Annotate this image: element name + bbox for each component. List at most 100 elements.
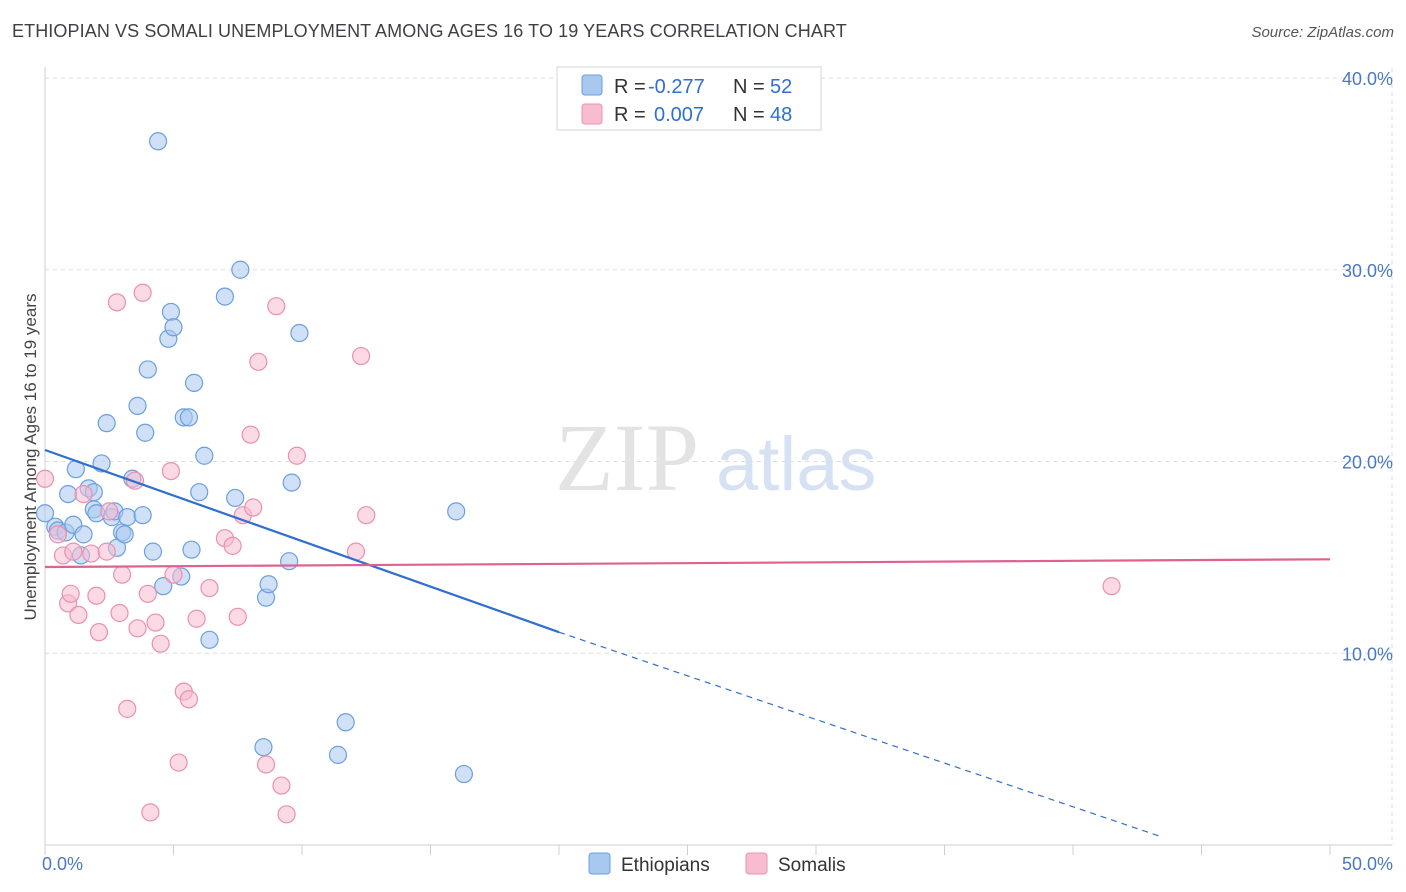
somali-point xyxy=(64,542,83,561)
y-tick-label: 30.0% xyxy=(1342,261,1393,281)
somali-point xyxy=(267,297,286,316)
somali-point xyxy=(48,525,67,544)
grid-lines xyxy=(45,68,1393,845)
ethiopian-point xyxy=(195,446,214,465)
data-points xyxy=(35,132,1121,824)
bottom-legend: Ethiopians Somalis xyxy=(588,852,846,876)
ethiopian-point xyxy=(133,506,152,525)
somali-point xyxy=(110,603,129,623)
somali-point xyxy=(133,283,152,302)
bottom-legend-swatch-somalis xyxy=(745,852,768,875)
ethiopian-point xyxy=(254,738,273,757)
somali-point xyxy=(244,498,263,517)
x-tick-label: 50.0% xyxy=(1342,854,1393,874)
ethiopian-point xyxy=(290,323,309,343)
somali-point xyxy=(241,425,260,444)
ethiopian-point xyxy=(118,508,137,527)
ethiopian-point xyxy=(182,540,201,559)
legend-r-label: R = xyxy=(614,104,646,126)
somali-point xyxy=(256,755,276,774)
somali-point xyxy=(141,803,160,822)
trend-lines xyxy=(44,448,1331,838)
somali-point xyxy=(187,609,206,628)
somali-point xyxy=(69,605,88,625)
y-tick-label: 40.0% xyxy=(1342,69,1393,89)
somali-point xyxy=(35,469,55,488)
somali-point xyxy=(200,578,219,598)
somali-point xyxy=(146,613,165,632)
watermark: ZIP atlas xyxy=(555,404,877,511)
legend-swatch-ethiopians xyxy=(581,74,603,96)
ethiopian-point xyxy=(447,502,466,521)
bottom-legend-swatch-ethiopians xyxy=(588,852,611,875)
somali-point xyxy=(1102,577,1121,596)
ethiopian-point xyxy=(74,525,93,544)
legend-n-label: N = xyxy=(733,76,765,98)
somali-point xyxy=(164,565,183,584)
somali-point xyxy=(97,542,116,561)
somali-point xyxy=(287,446,306,465)
bottom-legend-label-ethiopians: Ethiopians xyxy=(621,855,710,876)
ethiopian-point xyxy=(190,483,209,502)
watermark-zip: ZIP xyxy=(555,404,699,511)
somali-point xyxy=(89,623,109,642)
somali-point xyxy=(151,634,170,653)
tick-labels: 10.0% 20.0% 30.0% 40.0% 0.0% 50.0% xyxy=(42,69,1393,874)
somali-point xyxy=(87,586,106,605)
ethiopian-point xyxy=(282,473,301,492)
somali-point xyxy=(100,502,119,521)
watermark-atlas: atlas xyxy=(716,422,877,507)
ethiopian-point xyxy=(148,132,168,151)
x-tick-label: 0.0% xyxy=(42,854,83,874)
ethiopian-point xyxy=(154,577,173,596)
legend-r-label: R = xyxy=(614,76,646,98)
somali-point xyxy=(223,536,242,555)
ethiopian-point xyxy=(179,408,199,427)
ethiopian-point xyxy=(328,745,348,764)
ethiopian-point xyxy=(200,630,219,649)
ethiopian-point xyxy=(35,504,55,523)
ethiopian-point xyxy=(336,713,355,732)
somali-point xyxy=(357,506,376,525)
somali-point xyxy=(352,346,371,366)
legend-swatch-somalis xyxy=(581,103,603,125)
top-legend: R = -0.277 N = 52 R = 0.007 N = 48 xyxy=(556,66,822,131)
legend-n-value: 48 xyxy=(770,104,792,126)
ethiopian-point xyxy=(115,525,134,544)
legend-r-value: 0.007 xyxy=(654,104,704,126)
ethiopian-point xyxy=(59,484,78,504)
chart-title: ETHIOPIAN VS SOMALI UNEMPLOYMENT AMONG A… xyxy=(12,21,847,41)
somali-point xyxy=(82,544,101,563)
ethiopian-point xyxy=(161,302,181,322)
somali-point xyxy=(272,776,291,795)
somali-point xyxy=(118,699,137,718)
ethiopian-point xyxy=(184,373,204,392)
ethiopian-point xyxy=(215,287,234,306)
somali-point xyxy=(107,293,127,312)
bottom-legend-label-somalis: Somalis xyxy=(778,855,846,876)
somali-point xyxy=(161,461,181,481)
somali-point xyxy=(277,805,296,824)
ethiopian-point xyxy=(138,360,157,379)
ethiopian-point xyxy=(164,318,183,337)
legend-r-value: -0.277 xyxy=(648,76,705,98)
somali-point xyxy=(125,471,145,490)
ethiopian-point xyxy=(231,260,250,279)
ethiopian-point xyxy=(97,414,116,433)
ethiopian-point xyxy=(226,488,245,508)
ethiopian-point xyxy=(136,423,155,442)
somali-point xyxy=(228,607,247,626)
legend-n-value: 52 xyxy=(770,76,792,98)
somali-point xyxy=(179,690,199,709)
ethiopians-trend-extension xyxy=(558,631,1164,838)
y-tick-label: 20.0% xyxy=(1342,453,1393,473)
ethiopian-point xyxy=(143,542,163,561)
somali-point xyxy=(249,352,268,371)
ethiopian-point xyxy=(128,396,147,415)
somali-point xyxy=(112,565,132,584)
legend-row-somalis: R = 0.007 N = 48 xyxy=(581,103,792,126)
somalis-trend-line xyxy=(44,558,1331,569)
somali-point xyxy=(128,619,147,638)
somali-point xyxy=(74,484,93,504)
